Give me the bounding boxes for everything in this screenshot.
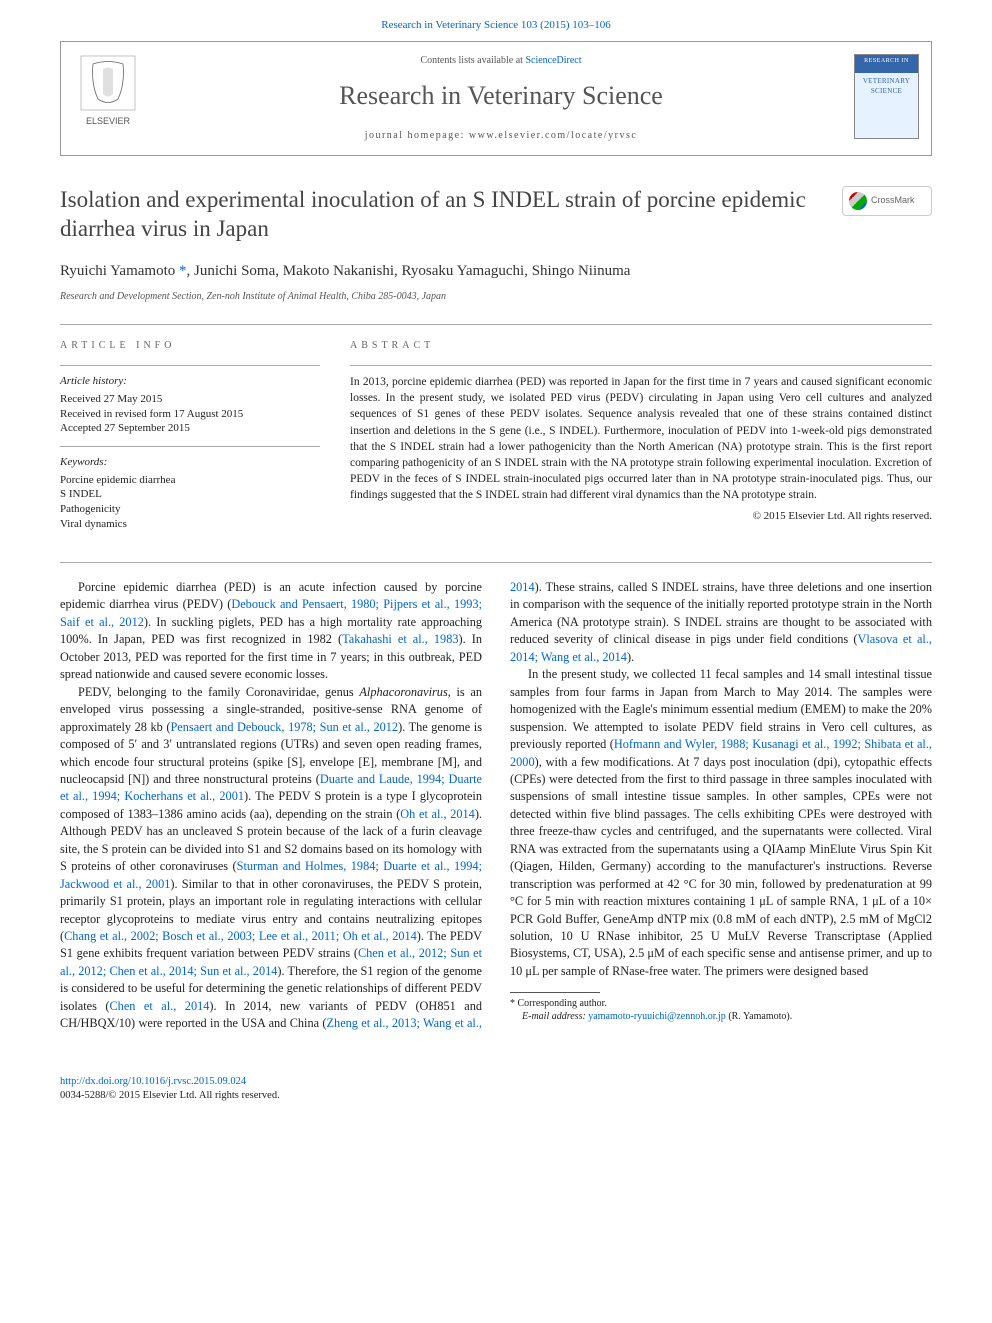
issn-copyright: 0034-5288/© 2015 Elsevier Ltd. All right…: [60, 1090, 280, 1101]
crossmark-label: CrossMark: [871, 194, 915, 207]
crossmark-badge[interactable]: CrossMark: [842, 186, 932, 216]
sciencedirect-link[interactable]: ScienceDirect: [525, 55, 581, 66]
history-text: Received 27 May 2015Received in revised …: [60, 392, 320, 437]
article-title: Isolation and experimental inoculation o…: [60, 186, 842, 244]
abstract-text: In 2013, porcine epidemic diarrhea (PED)…: [350, 374, 932, 503]
keywords-label: Keywords:: [60, 455, 320, 470]
citation-link[interactable]: Pensaert and Debouck, 1978; Sun et al., …: [170, 720, 398, 734]
citation-link[interactable]: Oh et al., 2014: [400, 807, 475, 821]
email-line: E-mail address: yamamoto-ryuuichi@zennoh…: [510, 1010, 932, 1023]
body-paragraph: In the present study, we collected 11 fe…: [510, 666, 932, 980]
article-info-heading: article info: [60, 339, 320, 353]
abstract-column: abstract In 2013, porcine epidemic diarr…: [350, 339, 932, 542]
citation-link[interactable]: Takahashi et al., 1983: [342, 632, 458, 646]
page-footer: http://dx.doi.org/10.1016/j.rvsc.2015.09…: [0, 1053, 992, 1134]
cover-top-label: RESEARCH IN: [855, 55, 918, 73]
authors-line: Ryuichi Yamamoto *, Junichi Soma, Makoto…: [60, 261, 932, 282]
homepage-url: www.elsevier.com/locate/yrvsc: [469, 130, 637, 141]
abstract-copyright: © 2015 Elsevier Ltd. All rights reserved…: [350, 509, 932, 524]
article-main: Isolation and experimental inoculation o…: [0, 156, 992, 1053]
divider: [60, 562, 932, 563]
svg-text:ELSEVIER: ELSEVIER: [86, 116, 131, 126]
footnote-block: * Corresponding author. E-mail address: …: [510, 992, 932, 1023]
journal-name: Research in Veterinary Science: [161, 78, 841, 114]
journal-cover-thumbnail: RESEARCH IN VETERINARY SCIENCE: [854, 54, 919, 139]
body-text-columns: Porcine epidemic diarrhea (PED) is an ac…: [60, 579, 932, 1033]
crossmark-icon: [849, 192, 867, 210]
article-info-column: article info Article history: Received 2…: [60, 339, 320, 542]
email-link[interactable]: yamamoto-ryuuichi@zennoh.or.jp: [588, 1011, 726, 1022]
affiliation: Research and Development Section, Zen-no…: [60, 290, 932, 304]
history-label: Article history:: [60, 374, 320, 389]
abstract-heading: abstract: [350, 339, 932, 353]
corresponding-author-note: * Corresponding author.: [510, 997, 932, 1010]
contents-lists-line: Contents lists available at ScienceDirec…: [161, 54, 841, 68]
citation-link[interactable]: Chang et al., 2002; Bosch et al., 2003; …: [64, 929, 417, 943]
keywords-text: Porcine epidemic diarrheaS INDELPathogen…: [60, 473, 320, 532]
journal-homepage-line: journal homepage: www.elsevier.com/locat…: [161, 129, 841, 143]
journal-citation-line: Research in Veterinary Science 103 (2015…: [0, 0, 992, 41]
doi-link[interactable]: http://dx.doi.org/10.1016/j.rvsc.2015.09…: [60, 1076, 246, 1087]
divider: [60, 324, 932, 325]
cover-title-label: VETERINARY SCIENCE: [855, 73, 918, 101]
citation-link[interactable]: Chen et al., 2014: [109, 999, 209, 1013]
body-paragraph: Porcine epidemic diarrhea (PED) is an ac…: [60, 579, 482, 684]
citation-link[interactable]: Research in Veterinary Science 103 (2015…: [381, 19, 611, 31]
footnote-divider: [510, 992, 600, 993]
journal-header-box: ELSEVIER RESEARCH IN VETERINARY SCIENCE …: [60, 41, 932, 155]
elsevier-logo: ELSEVIER: [73, 54, 143, 129]
